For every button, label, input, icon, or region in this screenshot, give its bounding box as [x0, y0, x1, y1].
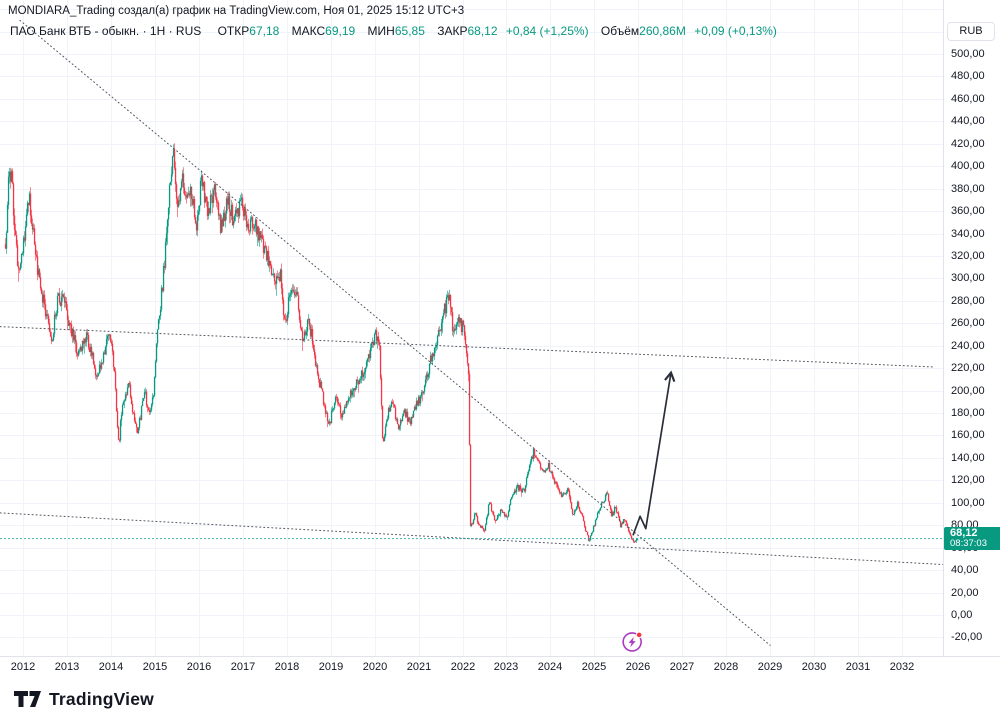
year-tick-label: 2023 — [493, 661, 519, 673]
year-tick-label: 2012 — [10, 661, 36, 673]
price-tick-label: 380,00 — [951, 183, 985, 195]
volume-value: 260,86M — [639, 24, 686, 38]
year-tick-label: 2025 — [581, 661, 607, 673]
last-price-value: 68,12 — [950, 527, 978, 539]
lower-support-trendline[interactable] — [0, 512, 943, 566]
year-tick-label: 2029 — [757, 661, 783, 673]
low-label: МИН — [367, 24, 395, 38]
year-tick-label: 2018 — [274, 661, 300, 673]
price-tick-label: 160,00 — [951, 429, 985, 441]
year-tick-label: 2024 — [537, 661, 563, 673]
price-tick-label: 360,00 — [951, 205, 985, 217]
year-tick-label: 2013 — [54, 661, 80, 673]
footer-bar: TradingView — [0, 680, 1000, 719]
volume-label: Объём — [600, 24, 640, 38]
price-tick-label: 420,00 — [951, 138, 985, 150]
year-tick-label: 2022 — [450, 661, 476, 673]
price-tick-label: 440,00 — [951, 115, 985, 127]
price-tick-label: 280,00 — [951, 295, 985, 307]
symbol-legend: ПАО Банк ВТБ - обыкн. · 1Н · RUS ОТКР67,… — [10, 24, 777, 38]
price-tick-label: 320,00 — [951, 250, 985, 262]
grid-lines — [0, 0, 943, 656]
price-tick-label: 260,00 — [951, 317, 985, 329]
tradingview-logo-icon — [14, 691, 41, 707]
open-value: 67,18 — [249, 24, 280, 38]
year-tick-label: 2027 — [669, 661, 695, 673]
price-tick-label: 120,00 — [951, 474, 985, 486]
mid-resistance-trendline[interactable] — [0, 326, 936, 368]
flash-event-icon[interactable] — [622, 631, 643, 652]
price-tick-label: 240,00 — [951, 340, 985, 352]
price-tick-label: 100,00 — [951, 497, 985, 509]
price-tick-label: 500,00 — [951, 48, 985, 60]
year-tick-label: 2031 — [845, 661, 871, 673]
low-value: 65,85 — [394, 24, 425, 38]
year-tick-label: 2019 — [318, 661, 344, 673]
year-tick-label: 2021 — [406, 661, 432, 673]
time-axis[interactable]: 2012 2013 2014 2015 2016 2017 2018 2019 2020 2021… — [0, 656, 1000, 681]
symbol-title[interactable]: ПАО Банк ВТБ - обыкн. · 1Н · RUS — [10, 24, 202, 38]
tradingview-logo[interactable]: TradingView — [14, 689, 154, 710]
year-tick-label: 2017 — [230, 661, 256, 673]
year-tick-label: 2026 — [625, 661, 651, 673]
price-tick-label: 180,00 — [951, 407, 985, 419]
price-tick-label: 40,00 — [951, 564, 979, 576]
projection-arrow-drawing[interactable] — [632, 370, 676, 536]
close-value: 68,12 — [467, 24, 498, 38]
currency-button[interactable]: RUB — [947, 22, 995, 41]
volume-change: +0,09 (+0,13%) — [694, 24, 777, 38]
high-value: 69,19 — [325, 24, 356, 38]
price-tick-label: 20,00 — [951, 587, 979, 599]
watermark-attribution: MONDIARA_Trading создал(а) график на Tra… — [8, 5, 465, 17]
bar-countdown: 08:37:03 — [950, 538, 987, 549]
candlestick-series — [4, 143, 639, 543]
year-tick-label: 2020 — [362, 661, 388, 673]
open-label: ОТКР — [217, 24, 250, 38]
price-tick-label: 140,00 — [951, 452, 985, 464]
year-tick-label: 2030 — [801, 661, 827, 673]
price-tick-label: 460,00 — [951, 93, 985, 105]
price-tick-label: 200,00 — [951, 385, 985, 397]
year-tick-label: 2028 — [713, 661, 739, 673]
year-tick-label: 2016 — [186, 661, 212, 673]
close-label: ЗАКР — [437, 24, 468, 38]
price-tick-label: 300,00 — [951, 272, 985, 284]
price-tick-label: -20,00 — [951, 631, 983, 643]
high-label: МАКС — [291, 24, 326, 38]
price-tick-label: 400,00 — [951, 160, 985, 172]
price-tick-label: 0,00 — [951, 609, 973, 621]
price-tick-label: 340,00 — [951, 228, 985, 240]
price-chart-canvas[interactable] — [0, 0, 943, 656]
last-price-badge: 68,12 08:37:03 — [944, 527, 1000, 550]
price-change: +0,84 (+1,25%) — [505, 24, 589, 38]
year-tick-label: 2014 — [98, 661, 124, 673]
year-tick-label: 2015 — [142, 661, 168, 673]
year-tick-label: 2032 — [889, 661, 915, 673]
steep-resistance-trendline[interactable] — [19, 19, 771, 646]
price-tick-label: 220,00 — [951, 362, 985, 374]
price-axis[interactable]: RUB 500,00 480,00 460,00 440,00 420,00 400,00… — [943, 0, 1000, 656]
price-tick-label: 480,00 — [951, 70, 985, 82]
tradingview-logo-text: TradingView — [49, 689, 154, 709]
